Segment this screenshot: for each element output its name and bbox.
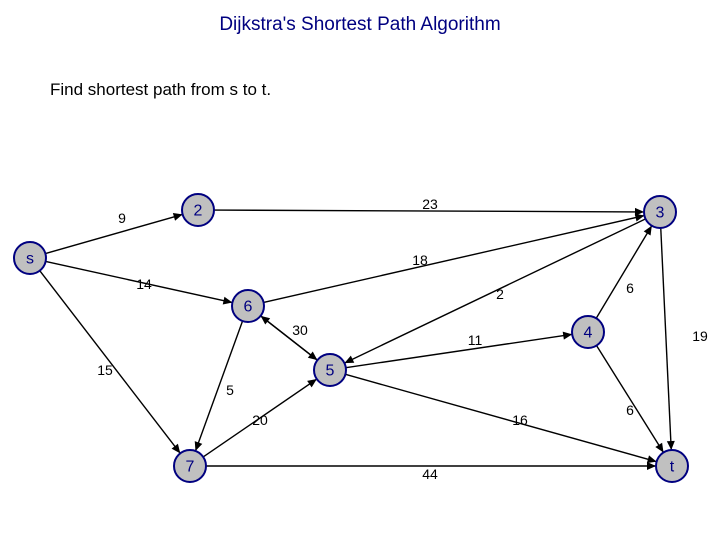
edge-arrow — [223, 297, 233, 305]
node-label: 3 — [656, 205, 665, 222]
edge-arrow — [667, 441, 675, 450]
node-label: 2 — [194, 203, 203, 220]
edge — [45, 214, 182, 253]
edge-arrow — [563, 332, 572, 340]
graph-node: 7 — [174, 450, 206, 482]
graph-node: t — [656, 450, 688, 482]
edge — [195, 321, 242, 451]
graph-node: 2 — [182, 194, 214, 226]
graph-node: 6 — [232, 290, 264, 322]
graph-node: 5 — [314, 354, 346, 386]
edge-weight: 11 — [468, 332, 483, 348]
edge-layer: 9141523192663011161820445 — [40, 196, 708, 482]
edge-weight: 16 — [512, 412, 528, 428]
graph-canvas: 9141523192663011161820445s234567t — [0, 0, 720, 540]
node-layer: s234567t — [14, 194, 688, 482]
edge-arrow — [307, 379, 317, 387]
edge — [264, 216, 645, 303]
edge-arrow — [655, 443, 663, 453]
edge-weight: 9 — [118, 210, 126, 226]
edge — [346, 334, 572, 367]
edge-weight: 2 — [496, 286, 504, 302]
edge-weight: 15 — [97, 362, 113, 378]
edge-weight: 18 — [412, 252, 428, 268]
edge-weight: 6 — [626, 280, 634, 296]
edge — [596, 226, 652, 319]
edge — [345, 374, 656, 461]
graph-node: s — [14, 242, 46, 274]
node-label: 7 — [186, 459, 195, 476]
node-label: s — [26, 251, 34, 268]
edge — [261, 316, 318, 360]
edge-arrow — [644, 226, 652, 236]
edge-weight: 6 — [626, 402, 634, 418]
node-label: t — [670, 459, 675, 476]
edge-weight: 20 — [252, 412, 268, 428]
edge — [661, 228, 671, 450]
graph-node: 3 — [644, 196, 676, 228]
node-label: 5 — [326, 363, 335, 380]
node-label: 4 — [584, 325, 593, 342]
free-label: 5 — [226, 382, 234, 398]
edge-arrow — [172, 444, 181, 454]
edge-weight: 14 — [136, 276, 152, 292]
edge-weight: 19 — [692, 328, 708, 344]
edge — [596, 346, 663, 453]
edge-weight: 30 — [292, 322, 308, 338]
edge-arrow — [308, 351, 318, 360]
edge-weight: 23 — [422, 196, 438, 212]
node-label: 6 — [244, 299, 253, 316]
edge-weight: 44 — [422, 466, 438, 482]
graph-node: 4 — [572, 316, 604, 348]
edge-arrow — [195, 441, 203, 451]
edge-arrow — [647, 462, 656, 470]
